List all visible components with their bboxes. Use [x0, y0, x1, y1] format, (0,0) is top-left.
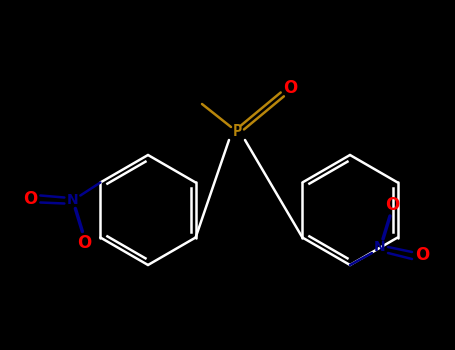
Text: O: O	[283, 79, 297, 97]
Text: O: O	[23, 189, 37, 208]
Text: O: O	[385, 196, 399, 214]
Text: N: N	[374, 240, 386, 254]
Text: O: O	[77, 233, 91, 252]
Text: P: P	[233, 125, 242, 140]
Text: N: N	[66, 194, 78, 208]
Text: O: O	[415, 246, 429, 264]
